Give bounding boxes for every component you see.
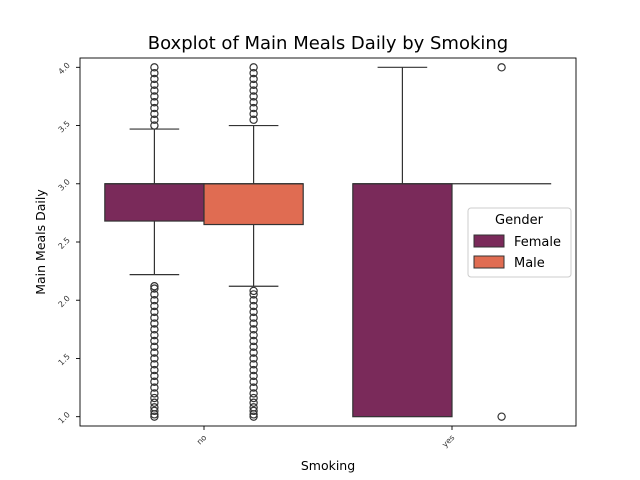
outlier-male-no-13 xyxy=(249,348,258,357)
outlier-male-yes-1 xyxy=(497,63,506,72)
plot-area xyxy=(104,63,552,421)
x-axis-label: Smoking xyxy=(301,458,355,473)
box-group-female-yes xyxy=(352,66,453,418)
legend-label-male: Male xyxy=(514,256,545,271)
legend: Gender Female Male xyxy=(467,207,572,278)
outlier-male-no-2 xyxy=(249,406,258,416)
outlier-female-no-34 xyxy=(150,74,159,84)
outlier-female-no-26 xyxy=(150,121,159,130)
outlier-female-no-16 xyxy=(150,330,159,340)
outlier-female-no-27 xyxy=(150,115,159,124)
outlier-female-no-29 xyxy=(150,103,159,113)
outlier-female-no-8 xyxy=(150,377,159,386)
outlier-female-no-2 xyxy=(150,406,159,416)
outlier-female-no-31 xyxy=(150,92,159,101)
outlier-female-no-25 xyxy=(150,282,159,291)
outlier-male-no-34 xyxy=(249,63,258,72)
outlier-male-no-9 xyxy=(249,371,258,381)
outlier-male-no-10 xyxy=(249,365,258,375)
box-female-no xyxy=(104,183,205,222)
outlier-male-no-6 xyxy=(249,389,258,398)
outlier-male-no-26 xyxy=(249,109,258,119)
legend-swatch-male xyxy=(473,255,505,269)
outlier-female-no-12 xyxy=(150,354,159,363)
outlier-male-no-30 xyxy=(249,86,258,95)
outlier-female-no-6 xyxy=(150,389,159,398)
outlier-male-no-29 xyxy=(249,92,258,101)
outlier-female-no-10 xyxy=(150,365,159,375)
outlier-male-no-31 xyxy=(249,80,258,89)
outlier-male-no-22 xyxy=(249,296,258,305)
outlier-female-no-18 xyxy=(150,319,159,328)
legend-title: Gender xyxy=(495,213,544,228)
outlier-male-no-16 xyxy=(249,330,258,340)
outlier-female-no-13 xyxy=(150,348,159,357)
outlier-female-no-35 xyxy=(150,68,159,78)
outlier-female-no-3 xyxy=(150,403,159,412)
outlier-female-no-5 xyxy=(150,393,159,403)
legend-label-female: Female xyxy=(514,235,561,250)
box-group-male-no xyxy=(203,63,304,421)
outlier-male-no-3 xyxy=(249,403,258,412)
box-group-male-yes xyxy=(452,63,552,421)
y-axis-label: Main Meals Daily xyxy=(33,189,48,295)
outlier-male-no-23 xyxy=(249,290,258,299)
outlier-male-no-27 xyxy=(249,103,258,113)
outlier-male-no-14 xyxy=(249,342,258,352)
outlier-male-no-8 xyxy=(249,377,258,386)
outlier-female-no-30 xyxy=(150,98,159,107)
outlier-male-no-0 xyxy=(249,412,258,421)
outlier-male-no-5 xyxy=(249,393,258,403)
outlier-female-no-19 xyxy=(150,313,159,322)
outlier-male-yes-0 xyxy=(497,412,506,421)
outlier-female-no-28 xyxy=(150,109,159,119)
outlier-female-no-7 xyxy=(150,383,159,392)
box-male-no xyxy=(203,183,304,226)
outlier-female-no-11 xyxy=(150,360,159,369)
outlier-female-no-17 xyxy=(150,325,159,334)
outlier-male-no-7 xyxy=(249,383,258,392)
box-female-yes xyxy=(352,183,453,418)
outlier-female-no-21 xyxy=(150,301,159,311)
outlier-female-no-36 xyxy=(150,63,159,72)
outlier-female-no-33 xyxy=(150,80,159,89)
outlier-male-no-19 xyxy=(249,313,258,322)
outlier-female-no-24 xyxy=(150,284,159,293)
outlier-male-no-33 xyxy=(249,68,258,78)
outlier-male-no-15 xyxy=(249,336,258,346)
outlier-female-no-20 xyxy=(150,307,159,317)
outlier-female-no-9 xyxy=(150,371,159,381)
outlier-female-no-15 xyxy=(150,336,159,346)
outlier-female-no-32 xyxy=(150,86,159,95)
outlier-male-no-25 xyxy=(249,115,258,124)
outlier-female-no-14 xyxy=(150,342,159,352)
outlier-male-no-28 xyxy=(249,98,258,107)
outlier-male-no-17 xyxy=(249,325,258,334)
chart-title: Boxplot of Main Meals Daily by Smoking xyxy=(148,33,508,54)
outlier-male-no-11 xyxy=(249,360,258,369)
legend-swatch-female xyxy=(473,234,505,248)
outlier-female-no-4 xyxy=(150,398,159,407)
outlier-male-no-18 xyxy=(249,319,258,328)
box-group-female-no xyxy=(104,63,205,421)
outlier-female-no-0 xyxy=(150,412,159,421)
outlier-male-no-21 xyxy=(249,301,258,311)
outlier-male-no-20 xyxy=(249,307,258,317)
outlier-female-no-22 xyxy=(150,296,159,305)
outlier-male-no-24 xyxy=(249,286,258,296)
outlier-male-no-12 xyxy=(249,354,258,363)
outlier-male-no-4 xyxy=(249,398,258,407)
outlier-male-no-32 xyxy=(249,74,258,84)
outlier-female-no-23 xyxy=(150,290,159,299)
